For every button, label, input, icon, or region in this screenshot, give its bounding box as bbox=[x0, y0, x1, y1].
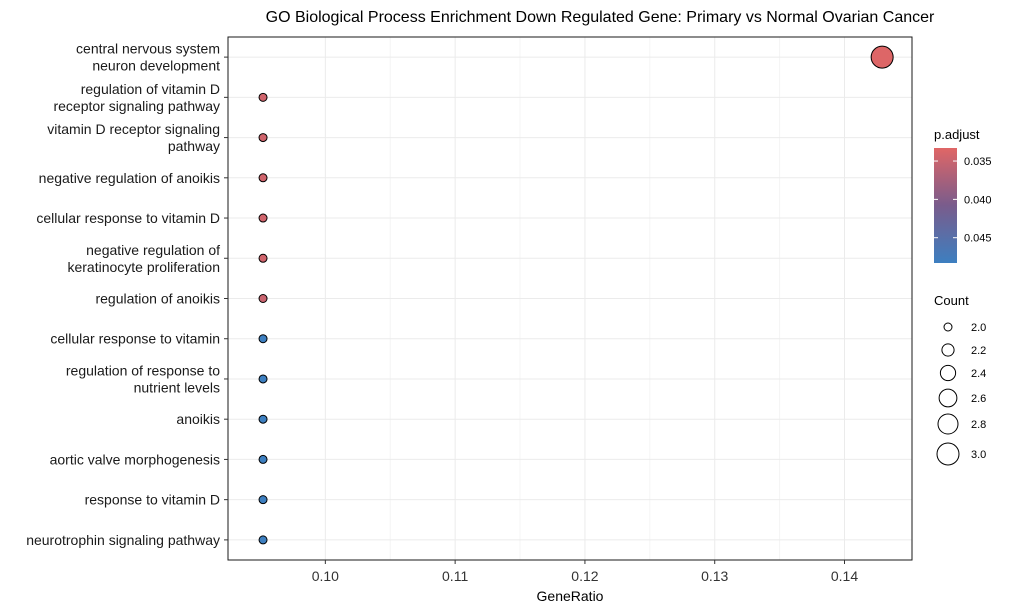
y-tick-label: aortic valve morphogenesis bbox=[50, 451, 220, 467]
y-tick-label: regulation of vitamin D bbox=[81, 81, 220, 97]
count-legend-label: 3.0 bbox=[971, 449, 986, 461]
chart-title: GO Biological Process Enrichment Down Re… bbox=[266, 9, 935, 26]
x-tick-label: 0.14 bbox=[831, 568, 858, 584]
count-legend-key bbox=[943, 322, 953, 332]
y-tick-label: neuron development bbox=[92, 58, 220, 74]
y-tick-label: negative regulation of anoikis bbox=[39, 170, 220, 186]
data-point bbox=[258, 535, 268, 545]
count-legend-label: 2.0 bbox=[971, 322, 986, 334]
count-legend: Count 2.0 2.2 2.4 2.6 2.8 3.0 bbox=[934, 293, 986, 466]
colorbar-tick-label: 0.045 bbox=[964, 233, 992, 245]
y-tick-label: cellular response to vitamin D bbox=[36, 210, 220, 226]
y-tick-label: receptor signaling pathway bbox=[53, 98, 220, 114]
y-tick-label: negative regulation of bbox=[86, 242, 220, 258]
p-adjust-legend-title: p.adjust bbox=[934, 127, 980, 142]
y-tick-label: neurotrophin signaling pathway bbox=[26, 532, 220, 548]
count-legend-key bbox=[937, 413, 959, 435]
count-legend-label: 2.6 bbox=[971, 393, 986, 405]
count-legend-key bbox=[941, 343, 955, 357]
y-tick-label: cellular response to vitamin bbox=[50, 331, 220, 347]
data-point bbox=[258, 294, 268, 303]
y-tick-label: regulation of anoikis bbox=[95, 291, 220, 307]
data-point bbox=[258, 92, 268, 102]
count-legend-label: 2.8 bbox=[971, 419, 986, 431]
data-point bbox=[258, 253, 268, 263]
data-point bbox=[258, 334, 268, 344]
y-tick-label: keratinocyte proliferation bbox=[67, 259, 220, 275]
count-legend-key bbox=[939, 364, 957, 382]
data-point bbox=[258, 213, 268, 223]
data-points bbox=[258, 45, 894, 545]
x-axis: 0.10 0.11 0.12 0.13 0.14 bbox=[312, 560, 858, 584]
data-point bbox=[870, 45, 894, 69]
x-tick-label: 0.11 bbox=[442, 568, 468, 584]
y-tick-label: pathway bbox=[168, 138, 220, 154]
y-tick-label: anoikis bbox=[176, 411, 220, 427]
y-tick-label: regulation of response to bbox=[66, 362, 220, 378]
count-legend-key bbox=[938, 388, 958, 408]
colorbar-tick-label: 0.040 bbox=[964, 194, 992, 206]
count-legend-title: Count bbox=[934, 293, 969, 308]
count-legend-key bbox=[936, 442, 960, 466]
x-tick-label: 0.13 bbox=[701, 568, 728, 584]
count-legend-label: 2.4 bbox=[971, 368, 986, 380]
data-point bbox=[258, 133, 268, 143]
data-point bbox=[258, 374, 268, 384]
data-point bbox=[258, 454, 268, 464]
count-legend-label: 2.2 bbox=[971, 345, 986, 357]
x-tick-label: 0.10 bbox=[312, 568, 339, 584]
p-adjust-legend: p.adjust 0.035 0.040 0.045 bbox=[934, 127, 992, 263]
y-tick-label: central nervous system bbox=[76, 41, 220, 57]
data-point bbox=[258, 173, 268, 183]
y-tick-label: response to vitamin D bbox=[85, 492, 220, 508]
data-point bbox=[258, 414, 268, 424]
y-tick-label: vitamin D receptor signaling bbox=[47, 121, 220, 137]
p-adjust-colorbar bbox=[934, 148, 957, 263]
grid-lines bbox=[228, 37, 912, 560]
colorbar-tick-label: 0.035 bbox=[964, 156, 992, 168]
x-axis-title: GeneRatio bbox=[537, 588, 604, 604]
x-tick-label: 0.12 bbox=[571, 568, 598, 584]
y-tick-label: nutrient levels bbox=[134, 379, 220, 395]
data-point bbox=[258, 495, 268, 505]
